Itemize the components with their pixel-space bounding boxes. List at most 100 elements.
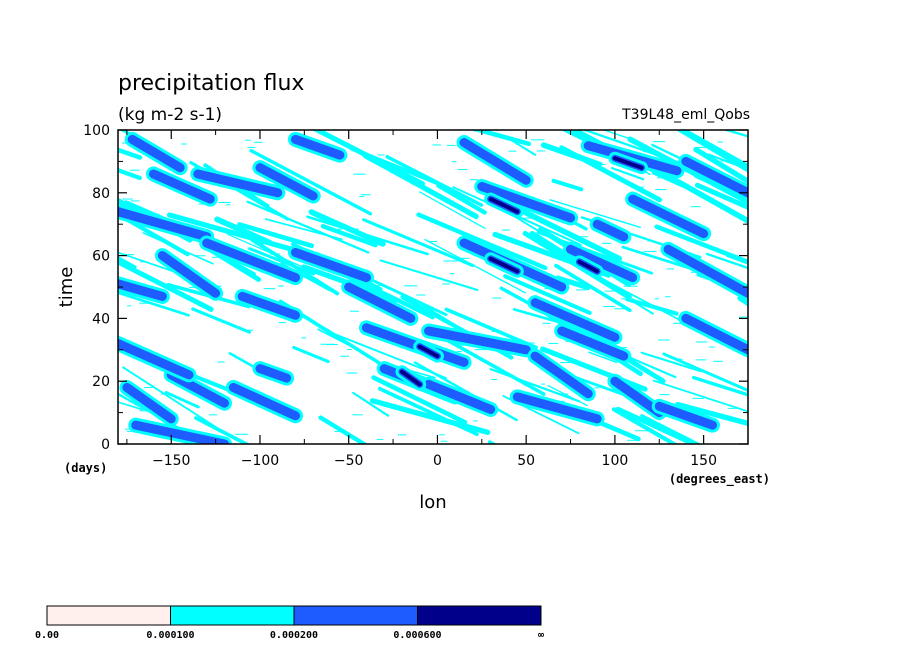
y-units-label: (days) <box>64 461 107 475</box>
x-tick-label: 150 <box>690 453 717 469</box>
x-tick-label: 50 <box>517 453 535 469</box>
precip-streak <box>237 291 300 320</box>
light-precip-streak <box>707 153 748 171</box>
light-precip-streak <box>691 375 748 397</box>
light-precip-streak <box>654 224 748 265</box>
light-precip-streak <box>694 182 748 210</box>
colorbar-swatch <box>417 605 542 626</box>
light-precip-streak <box>615 406 700 444</box>
heavy-precip-core <box>399 369 422 387</box>
precip-streak <box>530 298 620 342</box>
light-precip-streak <box>118 401 144 411</box>
chart-title: precipitation flux <box>118 71 304 96</box>
light-precip-streak <box>276 113 307 122</box>
light-precip-streak <box>444 307 538 350</box>
colorbar-legend: 0.00 0.000100 0.000200 0.000600 ∞ <box>35 605 544 641</box>
precip-streak <box>344 282 416 323</box>
precip-streak <box>654 401 718 430</box>
light-precip-streak <box>317 328 368 355</box>
colorbar-swatch <box>293 605 418 626</box>
light-precip-streak <box>416 212 548 271</box>
light-precip-streak <box>362 153 479 220</box>
light-precip-streak <box>601 130 629 139</box>
heavy-precip-core <box>488 256 520 274</box>
light-precip-streak <box>320 223 378 248</box>
light-precip-streak <box>559 145 663 203</box>
light-precip-streak <box>352 391 390 417</box>
light-precip-streak <box>118 167 142 181</box>
run-label: T39L48_eml_Qobs <box>621 107 750 123</box>
light-precip-streak <box>227 233 316 273</box>
precip-streak <box>228 382 300 421</box>
light-precip-streak <box>118 259 214 312</box>
light-precip-streak <box>318 415 369 444</box>
light-precip-streak <box>588 351 618 364</box>
precip-streak <box>118 279 167 301</box>
light-precip-streak <box>581 130 686 166</box>
light-precip-streak <box>292 345 330 364</box>
x-axis: −150 −100 −50 0 50 100 150 <box>126 130 749 469</box>
chart-subtitle: (kg m-2 s-1) <box>118 105 222 125</box>
light-precip-streak <box>677 130 748 173</box>
heavy-precip-core <box>417 344 440 359</box>
light-precip-streak <box>118 147 143 160</box>
precip-streak <box>592 219 629 242</box>
light-precip-streak <box>693 146 748 185</box>
light-precip-streak <box>554 263 632 313</box>
light-precip-streak <box>362 218 475 268</box>
precip-streak <box>663 244 748 298</box>
precip-streak <box>290 134 345 160</box>
y-tick-label: 40 <box>92 311 110 327</box>
light-precip-streak <box>118 291 190 317</box>
heavy-precip-core <box>612 156 644 170</box>
light-precip-streak <box>722 130 748 138</box>
light-precip-streak <box>187 372 232 393</box>
y-tick-label: 60 <box>92 249 110 265</box>
x-tick-label: −100 <box>241 453 279 469</box>
light-precip-streak <box>551 178 584 192</box>
light-precip-streak <box>424 238 527 294</box>
precip-streak <box>131 420 229 444</box>
y-tick-label: 100 <box>83 123 110 139</box>
light-precip-streak <box>625 297 679 316</box>
light-precip-streak <box>308 209 386 247</box>
precip-streak <box>681 313 748 355</box>
precip-streak <box>255 163 318 201</box>
light-precip-streak <box>191 307 252 334</box>
colorbar-label: ∞ <box>538 630 544 641</box>
light-precip-streak <box>250 237 340 296</box>
x-units-label: (degrees_east) <box>669 472 770 487</box>
precip-streak <box>166 370 229 408</box>
light-precip-streak <box>640 414 702 444</box>
plot-area <box>118 113 748 444</box>
light-precip-streak <box>164 391 200 409</box>
colorbar-label: 0.000200 <box>270 630 318 641</box>
light-precip-streak <box>705 252 748 270</box>
precip-streaks-layer <box>118 131 748 444</box>
precip-streak <box>127 134 185 173</box>
y-axis: 0 20 40 60 80 100 <box>83 123 748 453</box>
light-precip-streak <box>419 191 486 230</box>
light-precip-streak <box>737 295 748 307</box>
precip-streak <box>202 238 300 283</box>
light-precip-streak <box>369 398 491 435</box>
light-precip-streak <box>547 385 588 407</box>
light-precip-streak <box>246 200 370 254</box>
colorbar-swatch <box>170 605 295 626</box>
precip-streak <box>530 351 593 399</box>
y-tick-label: 20 <box>92 374 110 390</box>
precip-streak <box>628 194 709 239</box>
precip-streak <box>148 169 215 204</box>
colorbar-label: 0.00 <box>35 630 59 641</box>
light-precip-streak <box>556 254 654 315</box>
precip-streak <box>290 247 371 283</box>
y-axis-label: time <box>56 267 77 308</box>
colorbar-label: 0.000600 <box>393 630 441 641</box>
precip-streak <box>424 326 531 355</box>
x-tick-label: −50 <box>334 453 364 469</box>
light-precip-streak <box>503 274 592 315</box>
light-precip-streak <box>379 259 479 292</box>
precip-streak <box>566 244 638 283</box>
precip-streak <box>424 379 496 414</box>
light-precip-streak <box>371 375 468 425</box>
